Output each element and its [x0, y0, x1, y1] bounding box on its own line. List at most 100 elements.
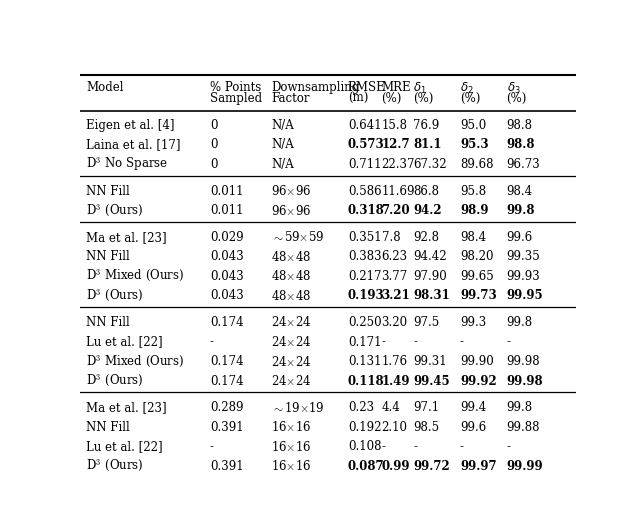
Text: 94.42: 94.42 — [413, 250, 447, 263]
Text: -: - — [507, 440, 511, 453]
Text: (%): (%) — [460, 92, 480, 105]
Text: 95.3: 95.3 — [460, 138, 488, 151]
Text: 24$\times$24: 24$\times$24 — [271, 335, 312, 349]
Text: 0.641: 0.641 — [348, 119, 381, 132]
Text: 48$\times$48: 48$\times$48 — [271, 250, 311, 264]
Text: 99.3: 99.3 — [460, 316, 486, 329]
Text: 67.32: 67.32 — [413, 158, 447, 171]
Text: -: - — [381, 440, 385, 453]
Text: 11.69: 11.69 — [381, 184, 415, 198]
Text: 0.131: 0.131 — [348, 355, 381, 368]
Text: 0.174: 0.174 — [210, 316, 244, 329]
Text: 99.99: 99.99 — [507, 460, 543, 473]
Text: Ma et al. [23]: Ma et al. [23] — [86, 231, 166, 244]
Text: 7.20: 7.20 — [381, 204, 410, 217]
Text: D$^3$ Mixed (Ours): D$^3$ Mixed (Ours) — [86, 268, 184, 284]
Text: 98.31: 98.31 — [413, 290, 450, 302]
Text: 22.37: 22.37 — [381, 158, 415, 171]
Text: 0.118: 0.118 — [348, 374, 385, 388]
Text: 6.23: 6.23 — [381, 250, 408, 263]
Text: 95.8: 95.8 — [460, 184, 486, 198]
Text: 0.351: 0.351 — [348, 231, 381, 244]
Text: 99.31: 99.31 — [413, 355, 447, 368]
Text: 24$\times$24: 24$\times$24 — [271, 374, 312, 388]
Text: 99.72: 99.72 — [413, 460, 450, 473]
Text: 0.108: 0.108 — [348, 440, 381, 453]
Text: Downsampling: Downsampling — [271, 81, 359, 94]
Text: 7.8: 7.8 — [381, 231, 400, 244]
Text: 0: 0 — [210, 138, 218, 151]
Text: 98.4: 98.4 — [507, 184, 532, 198]
Text: 99.8: 99.8 — [507, 316, 532, 329]
Text: 0.391: 0.391 — [210, 460, 244, 473]
Text: Factor: Factor — [271, 92, 310, 105]
Text: 99.95: 99.95 — [507, 290, 543, 302]
Text: 0.711: 0.711 — [348, 158, 381, 171]
Text: 16$\times$16: 16$\times$16 — [271, 440, 311, 454]
Text: 94.2: 94.2 — [413, 204, 442, 217]
Text: 99.92: 99.92 — [460, 374, 497, 388]
Text: D$^3$ Mixed (Ours): D$^3$ Mixed (Ours) — [86, 354, 184, 370]
Text: N/A: N/A — [271, 138, 294, 151]
Text: 0.043: 0.043 — [210, 290, 244, 302]
Text: 99.65: 99.65 — [460, 270, 493, 283]
Text: 0.573: 0.573 — [348, 138, 385, 151]
Text: 0: 0 — [210, 119, 218, 132]
Text: 15.8: 15.8 — [381, 119, 408, 132]
Text: -: - — [381, 335, 385, 348]
Text: -: - — [460, 335, 464, 348]
Text: (%): (%) — [381, 92, 402, 105]
Text: 0.250: 0.250 — [348, 316, 381, 329]
Text: 99.90: 99.90 — [460, 355, 493, 368]
Text: 4.4: 4.4 — [381, 401, 400, 414]
Text: D$^3$ (Ours): D$^3$ (Ours) — [86, 288, 144, 304]
Text: 3.20: 3.20 — [381, 316, 408, 329]
Text: 96.73: 96.73 — [507, 158, 540, 171]
Text: Lu et al. [22]: Lu et al. [22] — [86, 440, 163, 453]
Text: 99.97: 99.97 — [460, 460, 497, 473]
Text: 92.8: 92.8 — [413, 231, 439, 244]
Text: 96$\times$96: 96$\times$96 — [271, 184, 311, 198]
Text: Ma et al. [23]: Ma et al. [23] — [86, 401, 166, 414]
Text: 98.5: 98.5 — [413, 421, 440, 434]
Text: 48$\times$48: 48$\times$48 — [271, 289, 311, 303]
Text: 76.9: 76.9 — [413, 119, 440, 132]
Text: 86.8: 86.8 — [413, 184, 439, 198]
Text: 98.9: 98.9 — [460, 204, 488, 217]
Text: 3.77: 3.77 — [381, 270, 408, 283]
Text: 48$\times$48: 48$\times$48 — [271, 269, 311, 283]
Text: 99.6: 99.6 — [460, 421, 486, 434]
Text: -: - — [507, 335, 511, 348]
Text: 0.043: 0.043 — [210, 270, 244, 283]
Text: (%): (%) — [507, 92, 527, 105]
Text: N/A: N/A — [271, 119, 294, 132]
Text: 98.20: 98.20 — [460, 250, 493, 263]
Text: Sampled: Sampled — [210, 92, 262, 105]
Text: 16$\times$16: 16$\times$16 — [271, 420, 311, 434]
Text: 0.383: 0.383 — [348, 250, 381, 263]
Text: $\sim$59$\times$59: $\sim$59$\times$59 — [271, 230, 324, 244]
Text: -: - — [413, 440, 417, 453]
Text: 97.90: 97.90 — [413, 270, 447, 283]
Text: N/A: N/A — [271, 158, 294, 171]
Text: 81.1: 81.1 — [413, 138, 442, 151]
Text: 1.49: 1.49 — [381, 374, 410, 388]
Text: (m): (m) — [348, 92, 368, 105]
Text: D$^3$ (Ours): D$^3$ (Ours) — [86, 373, 144, 389]
Text: 99.93: 99.93 — [507, 270, 540, 283]
Text: D$^3$ (Ours): D$^3$ (Ours) — [86, 458, 144, 474]
Text: 99.8: 99.8 — [507, 401, 532, 414]
Text: 12.7: 12.7 — [381, 138, 410, 151]
Text: 99.73: 99.73 — [460, 290, 497, 302]
Text: NN Fill: NN Fill — [86, 316, 130, 329]
Text: -: - — [210, 440, 214, 453]
Text: 99.98: 99.98 — [507, 374, 543, 388]
Text: 0.586: 0.586 — [348, 184, 381, 198]
Text: 97.1: 97.1 — [413, 401, 440, 414]
Text: 0.043: 0.043 — [210, 250, 244, 263]
Text: 0.174: 0.174 — [210, 374, 244, 388]
Text: 99.4: 99.4 — [460, 401, 486, 414]
Text: 0.171: 0.171 — [348, 335, 381, 348]
Text: 24$\times$24: 24$\times$24 — [271, 315, 312, 330]
Text: 0.011: 0.011 — [210, 184, 243, 198]
